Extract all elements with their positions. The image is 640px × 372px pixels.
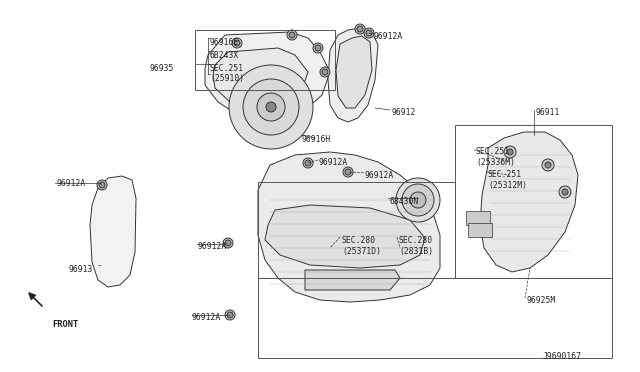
Circle shape [504,146,516,158]
Bar [258,182,455,278]
Text: SEC.251: SEC.251 [488,170,522,179]
Circle shape [234,40,240,46]
Circle shape [507,149,513,155]
PathPatch shape [480,132,578,272]
Bar [195,30,335,90]
Circle shape [97,180,107,190]
Text: (25371D): (25371D) [342,247,381,256]
Circle shape [562,189,568,195]
Circle shape [223,238,233,248]
Bar [466,211,490,225]
Text: SEC.280: SEC.280 [399,236,433,245]
PathPatch shape [90,176,136,287]
Text: 96925M: 96925M [527,296,556,305]
Text: 96935: 96935 [150,64,174,73]
Circle shape [243,79,299,135]
Circle shape [225,310,235,320]
PathPatch shape [258,152,440,302]
Text: SEC.251: SEC.251 [476,147,510,156]
PathPatch shape [265,205,425,268]
Text: (25312M): (25312M) [488,181,527,190]
Text: 96912A: 96912A [374,32,403,41]
Circle shape [559,186,571,198]
Text: 96912A: 96912A [319,158,348,167]
Circle shape [320,67,330,77]
Text: (25910): (25910) [210,74,244,83]
Circle shape [303,158,313,168]
Circle shape [266,102,276,112]
Circle shape [410,192,426,208]
Text: SEC.251: SEC.251 [210,64,244,73]
Text: SEC.280: SEC.280 [342,236,376,245]
Circle shape [355,24,365,34]
Text: 68430N: 68430N [390,197,419,206]
Circle shape [257,93,285,121]
Text: (25336M): (25336M) [476,158,515,167]
Text: 96912A: 96912A [192,313,221,322]
Bar [258,278,612,358]
Text: 96912: 96912 [392,108,417,117]
Circle shape [343,167,353,177]
Circle shape [542,159,554,171]
Text: 96912A: 96912A [197,242,227,251]
Circle shape [357,26,363,32]
Circle shape [225,240,231,246]
Circle shape [396,178,440,222]
Text: 96911: 96911 [536,108,561,117]
PathPatch shape [336,36,372,108]
Circle shape [229,65,313,149]
Circle shape [227,312,233,318]
Text: 96916H: 96916H [302,135,332,144]
Circle shape [366,30,372,36]
Text: 96916E: 96916E [210,38,239,47]
Circle shape [345,169,351,175]
Text: 96912A: 96912A [56,179,85,188]
PathPatch shape [213,48,308,110]
Circle shape [402,184,434,216]
Circle shape [322,69,328,75]
Text: J9690167: J9690167 [543,352,582,361]
Circle shape [315,45,321,51]
Circle shape [305,160,311,166]
PathPatch shape [205,32,330,120]
Text: FRONT: FRONT [52,320,78,329]
Text: 96912A: 96912A [365,171,394,180]
Bar [468,223,492,237]
PathPatch shape [328,28,378,122]
Circle shape [232,38,242,48]
Circle shape [289,32,295,38]
Text: 96913: 96913 [68,265,92,274]
Circle shape [99,182,105,188]
Circle shape [364,28,374,38]
Text: (2831B): (2831B) [399,247,433,256]
Circle shape [545,162,551,168]
Bar [455,125,612,278]
Circle shape [287,30,297,40]
PathPatch shape [305,270,400,290]
Circle shape [313,43,323,53]
Text: 6B243X: 6B243X [210,51,239,60]
